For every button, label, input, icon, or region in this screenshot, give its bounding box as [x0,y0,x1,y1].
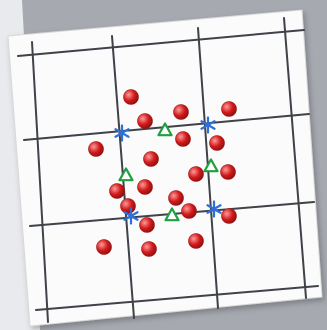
red-circle-markers [88,89,237,257]
red-circle-marker [221,101,237,117]
green-triangle-marker [203,158,219,173]
grid-line [17,29,305,57]
red-circle-marker [88,141,104,157]
red-circle-marker [137,179,153,195]
red-circle-marker [143,151,159,167]
blue-star-marker [114,124,130,142]
green-triangle-marker [157,122,173,137]
red-circle-marker [188,166,204,182]
red-circle-marker [137,113,153,129]
red-circle-marker [139,217,155,233]
grid-line [283,17,307,299]
green-triangle-marker [118,167,134,182]
blue-star-marker [206,200,222,218]
green-triangle-marker [164,207,180,222]
red-circle-marker [109,183,125,199]
diagram-card [7,9,323,327]
green-triangle-markers [118,122,219,222]
red-circle-marker [141,241,157,257]
grid-line [35,285,319,311]
red-circle-marker [221,208,237,224]
red-circle-marker [123,89,139,105]
red-circle-marker [181,203,197,219]
red-circle-marker [173,104,189,120]
red-circle-marker [188,233,204,249]
blue-star-marker [123,207,139,225]
blue-star-markers [114,116,222,225]
red-circle-marker [220,164,236,180]
card-surface [7,9,323,327]
red-circle-marker [96,239,112,255]
red-circle-marker [120,198,136,214]
red-circle-marker [209,135,225,151]
blue-star-marker [200,116,216,134]
red-circle-marker [175,131,191,147]
grid-line [31,41,49,323]
red-circle-marker [168,190,184,206]
